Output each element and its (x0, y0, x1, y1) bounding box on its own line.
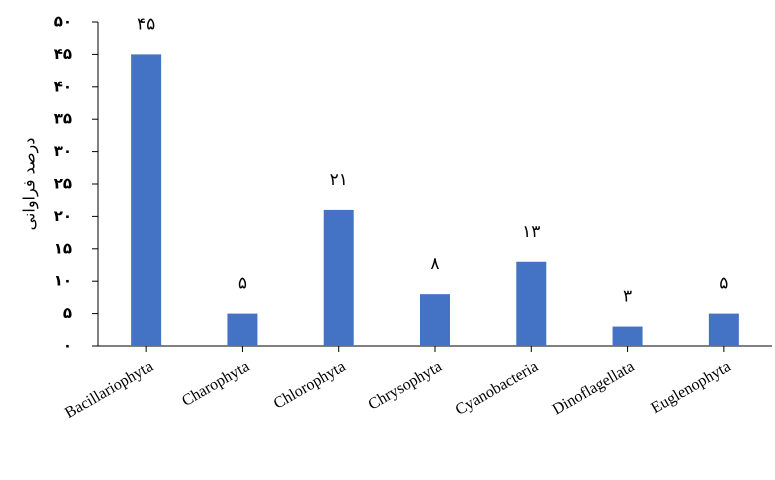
bar-dinoflagellata (612, 326, 643, 346)
bar-euglenophyta (708, 313, 739, 346)
category-label: Chlorophyta (271, 358, 349, 413)
bar-charophyta (227, 313, 258, 346)
data-label: ۲۱ (330, 170, 348, 190)
category-label: Cyanobacteria (453, 358, 542, 419)
bars (131, 54, 739, 347)
category-labels: Bacillariophyta Charophyta Chlorophyta Chry… (62, 346, 734, 422)
category-label: Chrysophyta (366, 358, 445, 414)
data-label: ۵ (238, 274, 247, 294)
bar-bacillariophyta (131, 54, 162, 347)
data-label: ۸ (430, 254, 439, 274)
data-label: ۴۵ (137, 14, 155, 34)
y-tick-label: ۳۵ (54, 110, 72, 128)
data-label: ۵ (719, 274, 728, 294)
data-label: ۱۳ (522, 222, 540, 242)
y-tick-label: ۴۵ (54, 45, 72, 63)
data-label: ۳ (623, 287, 632, 307)
y-axis-label: درصد فراوانی (20, 138, 40, 231)
y-tick-label: ۲۵ (54, 175, 72, 193)
bar-chlorophyta (323, 209, 354, 346)
category-label: Dinoflagellata (550, 358, 638, 418)
bar-cyanobacteria (516, 261, 547, 346)
y-tick-label: ۵۰ (54, 13, 72, 31)
bar-chrysophyta (420, 294, 450, 346)
y-tick-label: ۱۰ (54, 272, 72, 290)
category-label: Charophyta (179, 358, 252, 410)
y-ticks: ۰ ۵ ۱۰ ۱۵ ۲۰ ۲۵ ۳۰ ۳۵ ۴۰ ۴۵ ۵۰ (54, 13, 98, 355)
category-label: Bacillariophyta (62, 358, 156, 422)
y-tick-label: ۴۰ (54, 77, 72, 95)
y-tick-label: ۵ (63, 304, 72, 322)
category-label: Euglenophyta (648, 358, 733, 417)
y-tick-label: ۲۰ (54, 207, 72, 225)
data-labels: ۴۵ ۵ ۲۱ ۸ ۱۳ ۳ ۵ (137, 14, 728, 306)
y-tick-label: ۳۰ (54, 142, 72, 160)
y-tick-label: ۱۵ (54, 239, 72, 257)
y-tick-label: ۰ (63, 337, 72, 355)
